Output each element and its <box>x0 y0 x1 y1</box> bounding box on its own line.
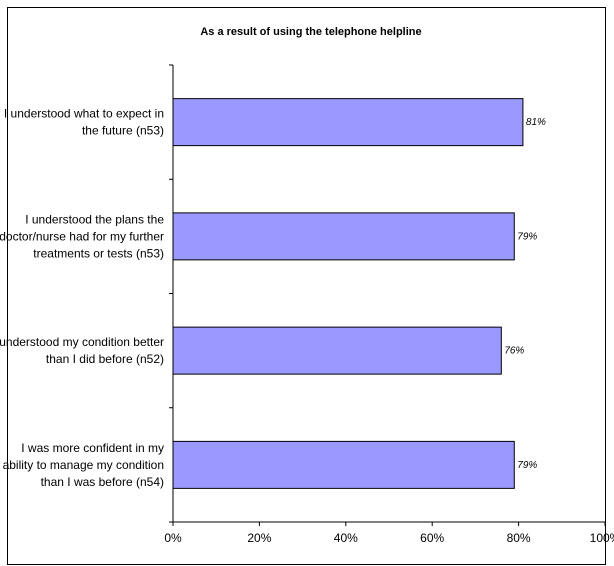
chart-title: As a result of using the telephone helpl… <box>200 26 421 38</box>
data-label: 76% <box>504 346 524 357</box>
category-label: I understood what to expect in the future… <box>4 107 164 138</box>
category-label: I understood my condition better than I d… <box>0 335 164 366</box>
category-label-line: the future (n53) <box>82 124 164 138</box>
data-label: 81% <box>526 117 546 128</box>
category-label-line: than I was before (n54) <box>41 475 164 489</box>
bar <box>172 440 515 489</box>
category-label-line: than I did before (n52) <box>46 352 164 366</box>
category-label-line: doctor/nurse had for my further <box>0 229 164 243</box>
category-label: I was more confident in my ability to man… <box>3 441 164 489</box>
bar <box>172 326 502 375</box>
x-tick-label: 20% <box>247 531 271 545</box>
category-label-line: I understood what to expect in <box>4 107 164 121</box>
data-label: 79% <box>517 460 537 471</box>
category-label: I understood the plans the doctor/nurse h… <box>0 212 164 260</box>
data-label: 79% <box>517 231 537 242</box>
bar <box>172 98 524 147</box>
x-tick-label: 80% <box>507 531 531 545</box>
bar <box>172 212 515 261</box>
x-tick-label: 100% <box>590 531 614 545</box>
category-label-line: treatments or tests (n53) <box>33 246 164 260</box>
x-tick-label: 0% <box>164 531 182 545</box>
category-label-line: I understood my condition better <box>0 335 164 349</box>
category-label-line: ability to manage my condition <box>3 458 164 472</box>
x-tick-label: 60% <box>420 531 444 545</box>
category-label-line: I was more confident in my <box>21 441 164 455</box>
category-label-line: I understood the plans the <box>25 212 164 226</box>
plot-area: 0% 20% 40% 60% 80% 100% 81% I understood what t… <box>0 64 614 545</box>
x-tick-label: 40% <box>334 531 358 545</box>
